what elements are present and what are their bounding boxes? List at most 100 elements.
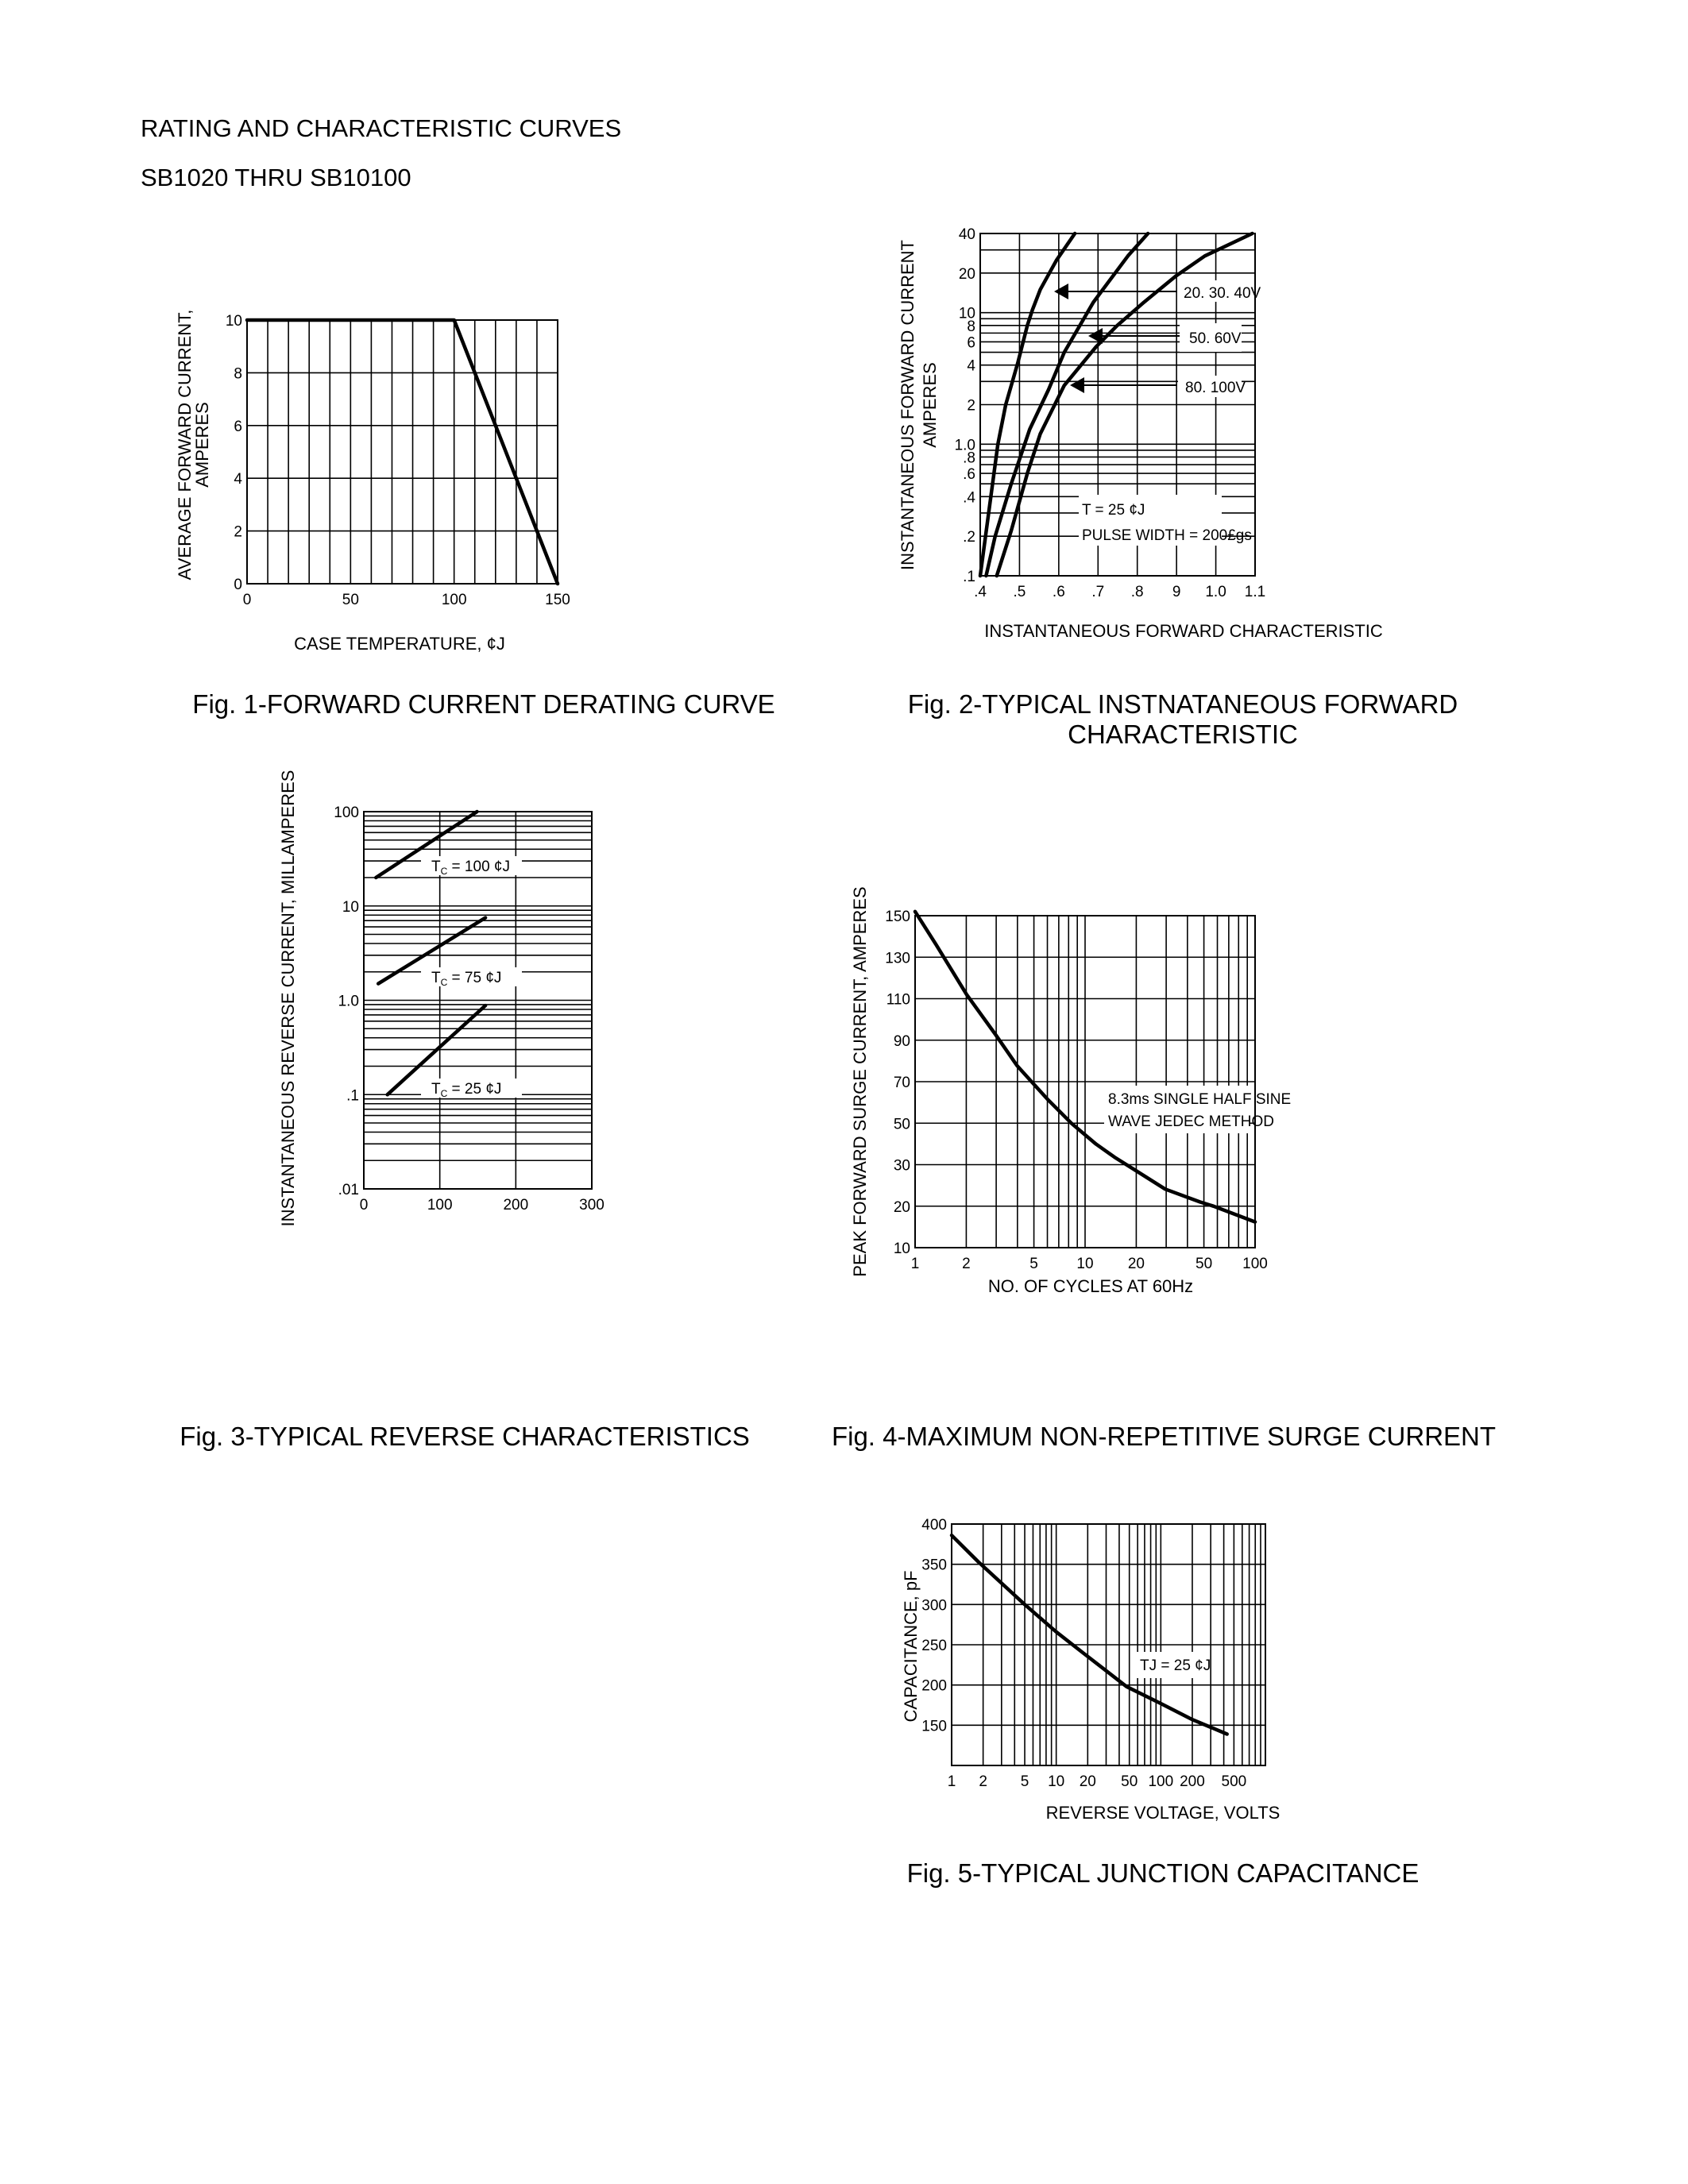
x-tick-label: 20	[1080, 1773, 1096, 1790]
fig4-surge-current-chart: 1 2 5 10 20 50 100 10 20 30 50 70 90 110 130 150 8.3ms S…	[885, 909, 1291, 1272]
x-tick-label: .5	[1013, 584, 1026, 600]
fig2-caption-line1: Fig. 2-TYPICAL INSTNATANEOUS FORWARD	[908, 689, 1458, 719]
x-tick-label: 20	[1128, 1256, 1145, 1272]
x-tick-label: 5	[1029, 1256, 1038, 1272]
x-tick-label: 0	[243, 592, 252, 608]
y-tick-label: 100	[334, 805, 359, 821]
x-tick-label: 10	[1076, 1256, 1093, 1272]
fig2-ylabel-line1: INSTANTANEOUS FORWARD CURRENT	[898, 240, 917, 570]
x-tick-label: .6	[1053, 584, 1065, 600]
arrow-left-icon	[1088, 328, 1103, 344]
series-label-50-60v: 50. 60V	[1189, 330, 1242, 347]
x-tick-label: 50	[1121, 1773, 1138, 1790]
y-tick-label: 130	[885, 950, 910, 967]
label-rest: = 25 ¢J	[447, 1081, 501, 1098]
label-background	[1178, 280, 1251, 302]
fig2-forward-characteristic-chart: .4.5.6.7.8 9 1.0 1.140201086421.0.8.6.4.2.1…	[955, 226, 1266, 600]
x-tick-label: 1	[911, 1256, 920, 1272]
fig5-xlabel: REVERSE VOLTAGE, VOLTS	[1046, 1803, 1280, 1823]
y-tick-label: 350	[921, 1557, 947, 1574]
y-tick-label: 90	[894, 1033, 910, 1050]
y-tick-label: 10	[226, 313, 242, 330]
y-tick-label: 300	[921, 1597, 947, 1614]
y-tick-label: 400	[921, 1517, 947, 1534]
y-tick-label: 0	[234, 577, 242, 593]
label-rest: = 100 ¢J	[447, 859, 510, 875]
x-tick-label: 300	[579, 1197, 605, 1214]
annotation-temperature: T = 25 ¢J	[1082, 502, 1145, 519]
x-tick-label: 200	[503, 1197, 528, 1214]
series-line-2	[995, 231, 1254, 578]
fig1-caption: Fig. 1-FORWARD CURRENT DERATING CURVE	[192, 689, 774, 719]
plot-frame	[951, 1523, 1266, 1766]
series-label: TC = 75 ¢J	[431, 970, 501, 988]
y-tick-label: 8	[234, 365, 242, 382]
y-tick-label: 20	[959, 266, 975, 283]
x-tick-label: 50	[342, 592, 359, 608]
label-background	[421, 967, 522, 986]
y-tick-label: 200	[921, 1678, 947, 1695]
x-tick-label: .8	[1131, 584, 1144, 600]
series-line-0	[949, 1533, 1229, 1736]
y-tick-label: 1.0	[955, 437, 975, 453]
fig5-junction-capacitance-chart: 1 2 5 10 20 50 100 200 500 400 350 300 250 200 150 TJ =…	[921, 1517, 1266, 1790]
series-line-0	[374, 809, 479, 880]
y-tick-label: 150	[885, 909, 910, 925]
label-background	[1136, 1652, 1206, 1678]
annotation-tj: TJ = 25 ¢J	[1140, 1657, 1211, 1674]
y-tick-label: 8	[967, 318, 975, 335]
x-tick-label: 10	[1048, 1773, 1064, 1790]
fig2-ylabel-line2: AMPERES	[920, 362, 940, 448]
y-tick-label: 10	[342, 899, 359, 916]
x-tick-label: 500	[1222, 1773, 1247, 1790]
label-background	[421, 1078, 522, 1098]
y-tick-label: 70	[894, 1075, 910, 1091]
x-tick-label: 2	[979, 1773, 987, 1790]
y-tick-label: 4	[234, 471, 242, 488]
plot-frame	[246, 319, 558, 585]
x-tick-label: 2	[962, 1256, 971, 1272]
y-tick-label: 40	[959, 226, 975, 243]
y-tick-label: 250	[921, 1638, 947, 1654]
label-background	[1079, 495, 1222, 546]
series-line-0	[978, 231, 1077, 578]
y-tick-label: 6	[967, 334, 975, 351]
label-background	[1104, 1086, 1250, 1133]
x-tick-label: 9	[1172, 584, 1181, 600]
y-tick-label: .1	[346, 1087, 359, 1104]
fig2-xlabel: INSTANTANEOUS FORWARD CHARACTERISTIC	[984, 621, 1383, 641]
fig3-caption: Fig. 3-TYPICAL REVERSE CHARACTERISTICS	[180, 1422, 750, 1451]
series-label-20-40v: 20. 30. 40V	[1184, 285, 1261, 302]
annotation-line1: 8.3ms SINGLE HALF SINE	[1108, 1091, 1291, 1108]
x-tick-label: 1	[948, 1773, 956, 1790]
series-line-1	[376, 916, 488, 986]
y-tick-label: .4	[963, 489, 975, 506]
label-t: T	[431, 970, 441, 986]
y-tick-label: .8	[963, 450, 975, 466]
x-tick-label: 1.1	[1245, 584, 1265, 600]
fig1-derating-chart: 0 50 100 150 0 2 4 6 8 10	[226, 313, 570, 608]
x-tick-label: 200	[1180, 1773, 1205, 1790]
y-tick-label: 6	[234, 419, 242, 435]
y-tick-label: .1	[963, 569, 975, 585]
label-rest: = 75 ¢J	[447, 970, 501, 986]
y-tick-label: .01	[338, 1182, 359, 1198]
y-tick-label: 10	[894, 1241, 910, 1257]
label-subscript: C	[441, 977, 448, 988]
y-tick-label: 1.0	[338, 994, 359, 1010]
series-label: TC = 100 ¢J	[431, 859, 510, 877]
x-tick-label: 1.0	[1205, 584, 1226, 600]
label-t: T	[431, 859, 441, 875]
fig2-caption-line2: CHARACTERISTIC	[1068, 720, 1298, 749]
label-background	[1180, 323, 1242, 352]
series-line-2	[385, 1003, 488, 1097]
label-subscript: C	[441, 1088, 448, 1099]
y-tick-label: 30	[894, 1158, 910, 1175]
x-tick-label: 0	[360, 1197, 369, 1214]
plot-frame	[914, 915, 1256, 1248]
series-label: TC = 25 ¢J	[431, 1081, 501, 1099]
y-tick-label: 4	[967, 358, 975, 375]
fig4-xlabel: NO. OF CYCLES AT 60Hz	[988, 1276, 1193, 1296]
